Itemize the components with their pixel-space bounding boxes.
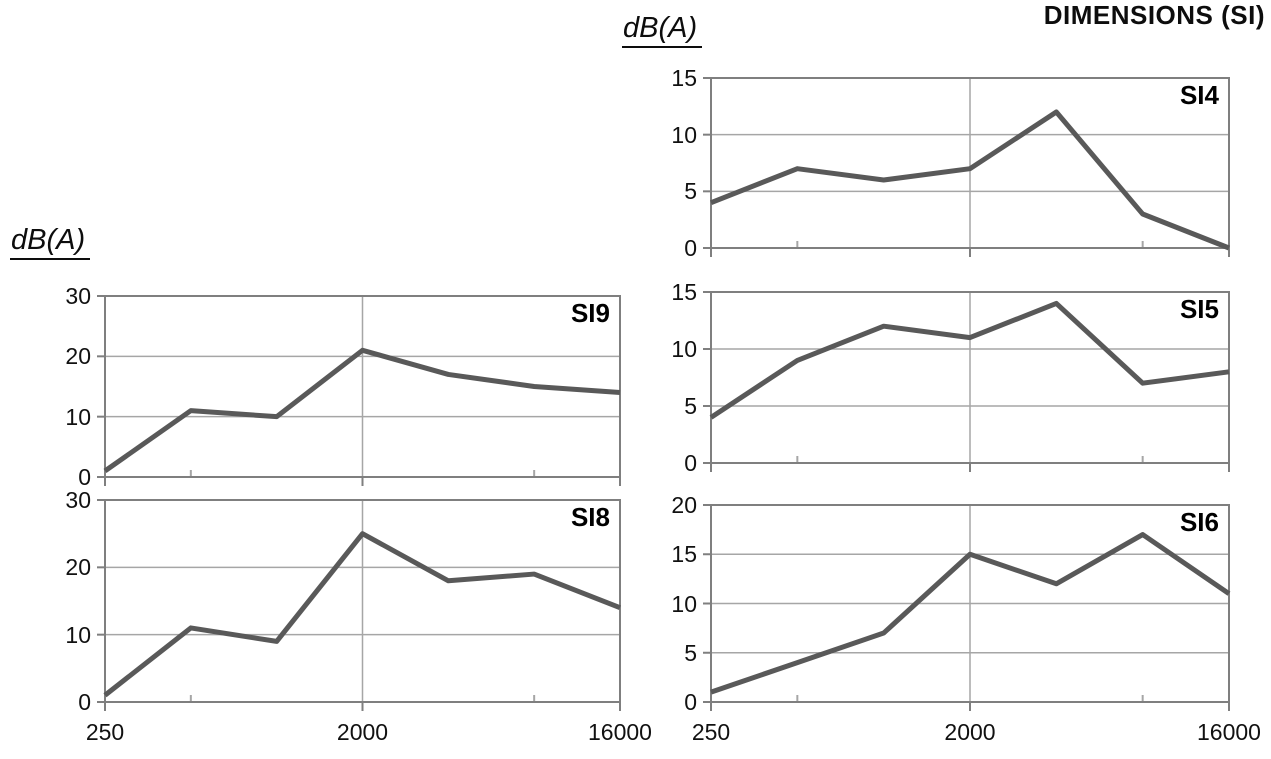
y-tick-label-SI4-10: 10 — [671, 121, 697, 148]
series-line-SI9 — [103, 347, 621, 474]
plot-canvas-SI4 — [703, 77, 1230, 257]
y-tick-label-SI6-15: 15 — [671, 541, 697, 568]
y-tick-label-SI6-5: 5 — [684, 639, 697, 666]
plot-border — [710, 77, 1230, 249]
series-label-SI9: SI9 — [570, 298, 610, 328]
x-tick-label-250: 250 — [85, 719, 125, 745]
x-tick-label-250: 250 — [691, 719, 731, 745]
y-tick-label-SI9-10: 10 — [65, 403, 91, 430]
y-tick-label-SI8-0: 0 — [78, 689, 91, 715]
chart-SI8: 0 10 20 30 SI8 250 2000 16000 — [65, 487, 652, 745]
y-tick-label-SI5-0: 0 — [684, 450, 697, 476]
y-tick-label-SI5-15: 15 — [671, 279, 697, 305]
series-label-SI5: SI5 — [1179, 294, 1219, 324]
chart-SI4: 0 5 10 15 SI4 — [671, 65, 1230, 261]
series-label-SI6: SI6 — [1179, 507, 1219, 537]
y-tick-label-SI4-15: 15 — [671, 65, 697, 91]
plot-border — [104, 295, 621, 478]
x-tick-label-2000: 2000 — [944, 719, 996, 745]
y-tick-label-SI8-10: 10 — [65, 621, 91, 648]
series-label-SI4: SI4 — [1179, 80, 1219, 110]
y-axis-unit-label-right: dB(A) — [622, 12, 703, 48]
plot-canvas-SI8 — [97, 499, 621, 711]
y-tick-label-SI6-0: 0 — [684, 689, 697, 715]
chart-SI5: 0 5 10 15 SI5 — [671, 279, 1230, 476]
chart-SI9: 0 10 20 30 SI9 — [65, 283, 621, 490]
page-title: DIMENSIONS (SI) — [1043, 0, 1265, 30]
y-tick-label-SI5-5: 5 — [684, 393, 697, 419]
chart-SI6: 0 5 10 15 20 SI6 250 2000 16000 — [671, 492, 1261, 745]
series-line-SI8 — [103, 531, 621, 698]
y-tick-label-SI9-20: 20 — [65, 343, 91, 370]
x-tick-label-16000: 16000 — [588, 719, 652, 745]
y-tick-label-SI4-5: 5 — [684, 178, 697, 205]
series-label-SI8: SI8 — [570, 502, 610, 532]
plot-border — [710, 291, 1230, 464]
series-line-SI6 — [710, 532, 1231, 695]
y-axis-unit-label-left: dB(A) — [10, 224, 91, 260]
x-tick-label-2000: 2000 — [336, 719, 389, 745]
y-tick-label-SI9-0: 0 — [78, 464, 91, 490]
x-tick-label-16000: 16000 — [1197, 719, 1261, 745]
plot-canvas-SI9 — [97, 295, 621, 486]
y-tick-label-SI6-20: 20 — [671, 492, 697, 518]
plot-border — [104, 499, 621, 703]
y-tick-label-SI6-10: 10 — [671, 590, 697, 617]
series-line-SI5 — [709, 300, 1230, 420]
plot-canvas-SI6 — [703, 504, 1231, 711]
y-tick-label-SI8-30: 30 — [65, 487, 91, 513]
y-tick-label-SI4-0: 0 — [684, 235, 697, 261]
plot-canvas-SI5 — [703, 291, 1230, 472]
series-line-SI4 — [710, 109, 1230, 251]
y-tick-label-SI9-30: 30 — [65, 283, 91, 309]
y-tick-label-SI5-10: 10 — [671, 336, 697, 362]
y-tick-label-SI8-20: 20 — [65, 554, 91, 581]
